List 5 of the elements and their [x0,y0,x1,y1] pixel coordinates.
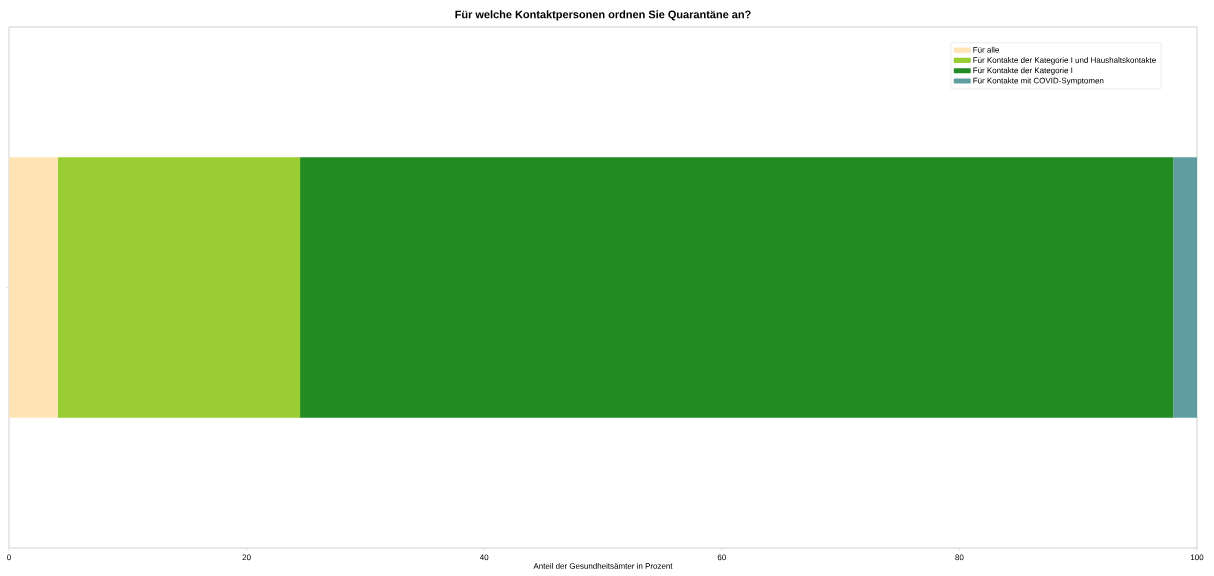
chart-title: Für welche Kontaktpersonen ordnen Sie Quarantäne an? [455,10,751,21]
bar [1173,157,1197,418]
bar [300,157,1174,418]
bar [57,157,301,418]
bar [9,157,58,418]
